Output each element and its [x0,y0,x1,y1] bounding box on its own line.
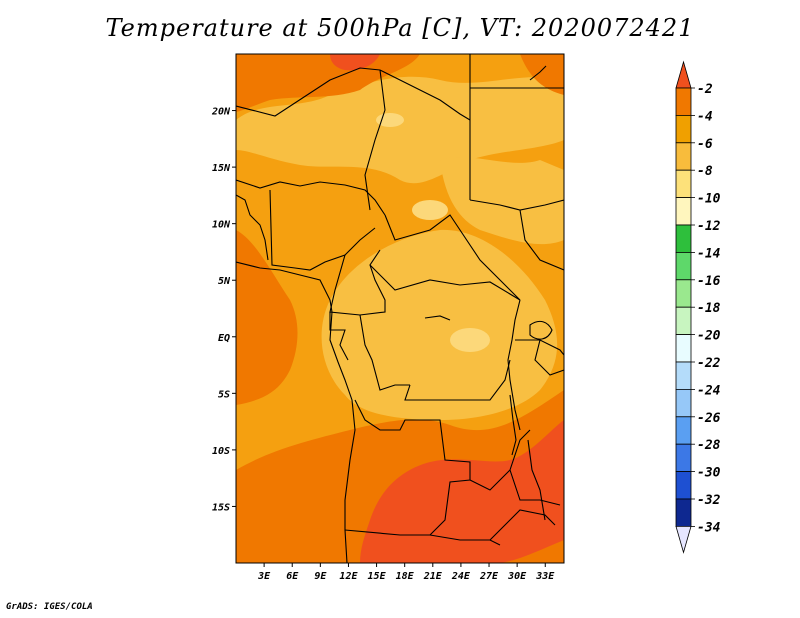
border-line [384,214,521,301]
field-region-northeast-warm [520,54,564,95]
axis-ticks: 3E 6E 9E 12E 15E 18E 21E 24E 27E 30E 33E 20N 15N 10N 5… [211,107,555,582]
x-tick-label: 30E [507,571,527,582]
border-line [236,67,471,121]
field-region-west-warm [236,230,298,405]
border-line [269,189,376,271]
y-tick-label: 10S [212,446,230,457]
border-line [354,399,471,536]
colorbar-label: -8 [697,164,713,179]
colorbar-bottom-triangle [675,526,692,554]
colorbar-segment [675,279,692,308]
colorbar-label: -14 [697,246,721,261]
coastline [236,194,269,261]
x-tick-label: 3E [257,571,271,582]
colorbar: -2 -4 -6 -8 -10 -12 -14 -16 -18 -20 -22 -24 -26 -28 -3… [675,60,721,554]
field-patch-pale [412,200,448,220]
x-tick-label: 15E [368,571,387,582]
border-line [507,299,521,431]
border-line [489,509,556,541]
colorbar-segment [675,334,692,363]
colorbar-label: -22 [697,356,721,371]
colorbar-label: -28 [697,438,721,453]
lake-outline [509,394,517,456]
border-line [359,314,410,391]
colorbar-label: -6 [697,137,713,152]
colorbar-label: -30 [697,466,721,481]
lake-outline [529,320,553,340]
y-tick-label: 15S [212,502,230,513]
field-region-north-light [236,76,564,184]
colorbar-label: -16 [697,274,721,289]
y-tick-label: 5N [218,276,231,287]
border-line [519,209,564,271]
lake-outline [529,65,547,81]
field-region-central-light [321,229,558,420]
colorbar-segment [675,471,692,500]
border-line [509,469,561,506]
colorbar-label: -4 [697,109,713,124]
colorbar-segment [675,224,692,253]
colorbar-segment [675,361,692,390]
coastline [329,311,356,563]
y-tick-label: 5S [218,389,230,400]
colorbar-label: -34 [697,520,721,535]
colorbar-label: -24 [697,383,721,398]
field-region-east-light [440,157,564,245]
map-frame [235,53,565,564]
y-tick-label: EQ [218,333,230,344]
colorbar-label: -18 [697,301,721,316]
border-line [344,529,501,546]
x-tick-label: 12E [339,571,358,582]
x-tick-label: 24E [451,571,471,582]
border-line [329,249,386,316]
colorbar-label: -32 [697,493,721,508]
colorbar-top-triangle [675,60,692,89]
x-tick-label: 18E [396,571,415,582]
colorbar-segment [675,115,692,144]
country-borders [236,54,564,563]
map-title: Temperature at 500hPa [C], VT: 202007242… [105,14,695,42]
border-line [329,312,349,361]
x-tick-label: 6E [286,571,299,582]
colorbar-segment [675,142,692,171]
border-line [369,264,521,301]
field-patch-pale [450,328,490,352]
border-line [236,179,386,216]
colorbar-label: -20 [697,329,721,344]
colorbar-segment [675,251,692,281]
colorbar-segment [675,169,692,198]
coastline [236,261,333,313]
colorbar-label: -2 [697,82,713,97]
x-tick-label: 21E [423,571,443,582]
field-region-north-warm [236,54,420,112]
colorbar-segment [675,388,692,418]
colorbar-segment [675,306,692,336]
x-tick-label: 33E [535,571,555,582]
x-tick-label: 27E [479,571,499,582]
colorbar-segment [675,416,692,445]
y-tick-label: 20N [211,107,231,118]
field-region-south-hot [360,420,564,563]
credit-label: GrADS: IGES/COLA [6,602,93,612]
temperature-field [236,54,564,563]
field-region-north-hot [330,54,380,71]
y-tick-label: 15N [212,163,231,174]
border-line [364,69,386,211]
x-tick-label: 9E [314,571,327,582]
colorbar-segment [675,87,692,116]
border-line [404,359,511,401]
border-line [534,339,564,376]
colorbar-segment [675,197,692,226]
colorbar-label: -10 [697,192,721,207]
border-line [515,339,564,356]
lake-outline [527,439,546,521]
colorbar-segment [675,498,692,527]
colorbar-label: -26 [697,411,721,426]
colorbar-segment [675,443,692,473]
y-tick-label: 10N [212,220,231,231]
lake-outline [424,315,451,321]
colorbar-label: -12 [697,219,721,234]
